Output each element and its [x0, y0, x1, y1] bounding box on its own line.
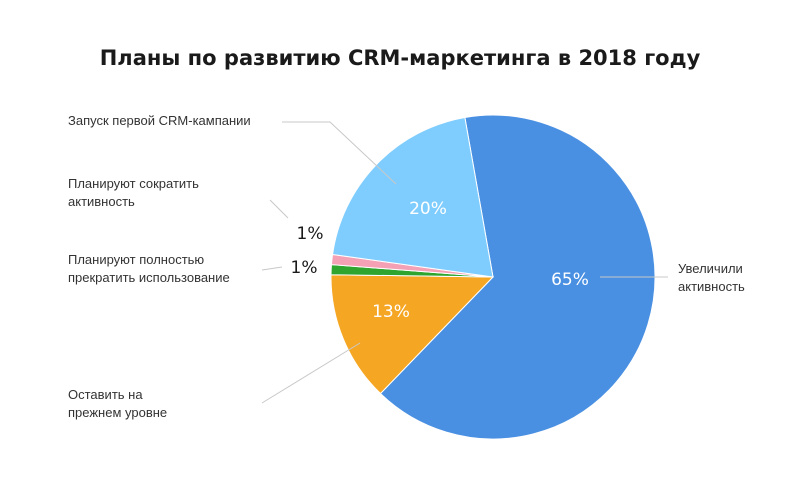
pie-slice-4: [332, 116, 494, 278]
slice-category-line: прежнем уровне: [68, 405, 167, 420]
slice-category-line: активность: [678, 279, 745, 294]
slice-category-line: Планируют полностью: [68, 252, 204, 267]
slice-category-label-0: Увеличили активность: [678, 261, 745, 294]
slice-category-line: Запуск первой CRM-кампании: [68, 113, 251, 128]
leader-lines: [261, 121, 668, 404]
pie-labels: 65% Увеличили активность 13% Оставить на преж…: [68, 113, 745, 420]
pie-slices: [330, 114, 656, 440]
chart-title: Планы по развитию CRM-маркетинга в 2018 …: [99, 46, 701, 70]
slice-category-label-2: Планируют полностью прекратить использова…: [68, 252, 230, 285]
slice-category-line: прекратить использование: [68, 270, 230, 285]
leader-line-4: [282, 121, 397, 185]
slice-category-line: Увеличили: [678, 261, 743, 276]
leader-line-3: [269, 199, 289, 219]
pie-slice-0: [379, 114, 656, 440]
slice-category-line: Оставить на: [68, 387, 143, 402]
slice-value-label-0: 65%: [551, 270, 589, 290]
slice-value-label-3: 1%: [297, 224, 324, 244]
slice-value-label-2: 1%: [291, 258, 318, 278]
slice-category-line: активность: [68, 194, 135, 209]
slice-category-label-4: Запуск первой CRM-кампании: [68, 113, 251, 128]
slice-value-label-4: 20%: [409, 199, 447, 219]
slice-value-label-1: 13%: [372, 302, 410, 322]
slice-category-label-1: Оставить на прежнем уровне: [68, 387, 167, 420]
leader-line-1: [261, 342, 361, 404]
leader-line-2: [261, 266, 283, 271]
slice-category-line: Планируют сократить: [68, 176, 199, 191]
slice-category-label-3: Планируют сократить активность: [68, 176, 199, 209]
pie-slice-1: [330, 274, 495, 395]
